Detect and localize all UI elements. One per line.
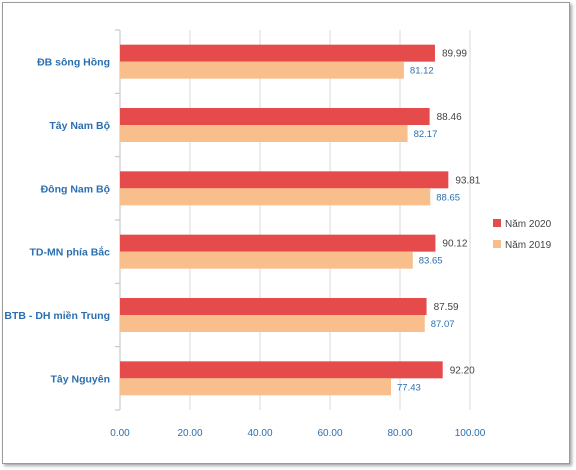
bar-2019 bbox=[120, 378, 392, 396]
data-label-2019: 83.65 bbox=[419, 256, 443, 267]
category-label: TD-MN phía Bắc bbox=[29, 246, 110, 259]
x-tick-label: 100.00 bbox=[455, 428, 486, 439]
bar-2020 bbox=[120, 171, 449, 189]
data-label-2019: 87.07 bbox=[431, 319, 455, 330]
bar-2020 bbox=[120, 108, 430, 125]
category-label: BTB - DH miền Trung bbox=[4, 310, 110, 322]
labels: 0.00 20.00 40.00 60.00 80.00 100.00 ĐB sông Hồ… bbox=[4, 49, 485, 439]
bars bbox=[120, 44, 449, 396]
data-label-2019: 88.65 bbox=[436, 192, 460, 203]
bar-2019 bbox=[120, 315, 425, 332]
x-tick-label: 60.00 bbox=[317, 428, 342, 439]
gridlines bbox=[115, 29, 471, 411]
bar-2019 bbox=[120, 125, 408, 142]
data-label-2020: 87.59 bbox=[434, 302, 459, 313]
category-label: Tây Nguyên bbox=[50, 373, 110, 385]
x-tick-label: 40.00 bbox=[247, 428, 272, 439]
bar-2020 bbox=[120, 234, 436, 252]
category-label: ĐB sông Hồng bbox=[37, 57, 110, 69]
bar-2019 bbox=[120, 251, 413, 269]
legend-swatch bbox=[493, 240, 501, 248]
data-label-2020: 90.12 bbox=[442, 239, 467, 250]
data-label-2020: 88.46 bbox=[437, 112, 462, 123]
x-tick-label: 80.00 bbox=[387, 428, 412, 439]
data-label-2019: 81.12 bbox=[410, 66, 434, 77]
category-label: Đông Nam Bộ bbox=[41, 183, 110, 195]
bar-2019 bbox=[120, 188, 431, 206]
legend-swatch bbox=[493, 219, 501, 227]
x-tick-label: 20.00 bbox=[177, 428, 202, 439]
data-label-2019: 77.43 bbox=[397, 382, 421, 393]
x-tick-label: 0.00 bbox=[110, 428, 130, 439]
bar-2020 bbox=[120, 361, 443, 379]
category-label: Tây Nam Bộ bbox=[49, 120, 110, 132]
legend-label: Năm 2019 bbox=[505, 240, 552, 251]
legend-label: Năm 2020 bbox=[505, 219, 552, 230]
data-label-2020: 89.99 bbox=[442, 49, 467, 60]
bar-2020 bbox=[120, 298, 427, 315]
data-label-2020: 92.20 bbox=[450, 365, 475, 376]
bar-2019 bbox=[120, 61, 404, 79]
legend: Năm 2020 Năm 2019 bbox=[493, 219, 552, 251]
data-label-2020: 93.81 bbox=[455, 175, 480, 186]
data-label-2019: 82.17 bbox=[414, 129, 438, 140]
bar-2020 bbox=[120, 44, 435, 62]
